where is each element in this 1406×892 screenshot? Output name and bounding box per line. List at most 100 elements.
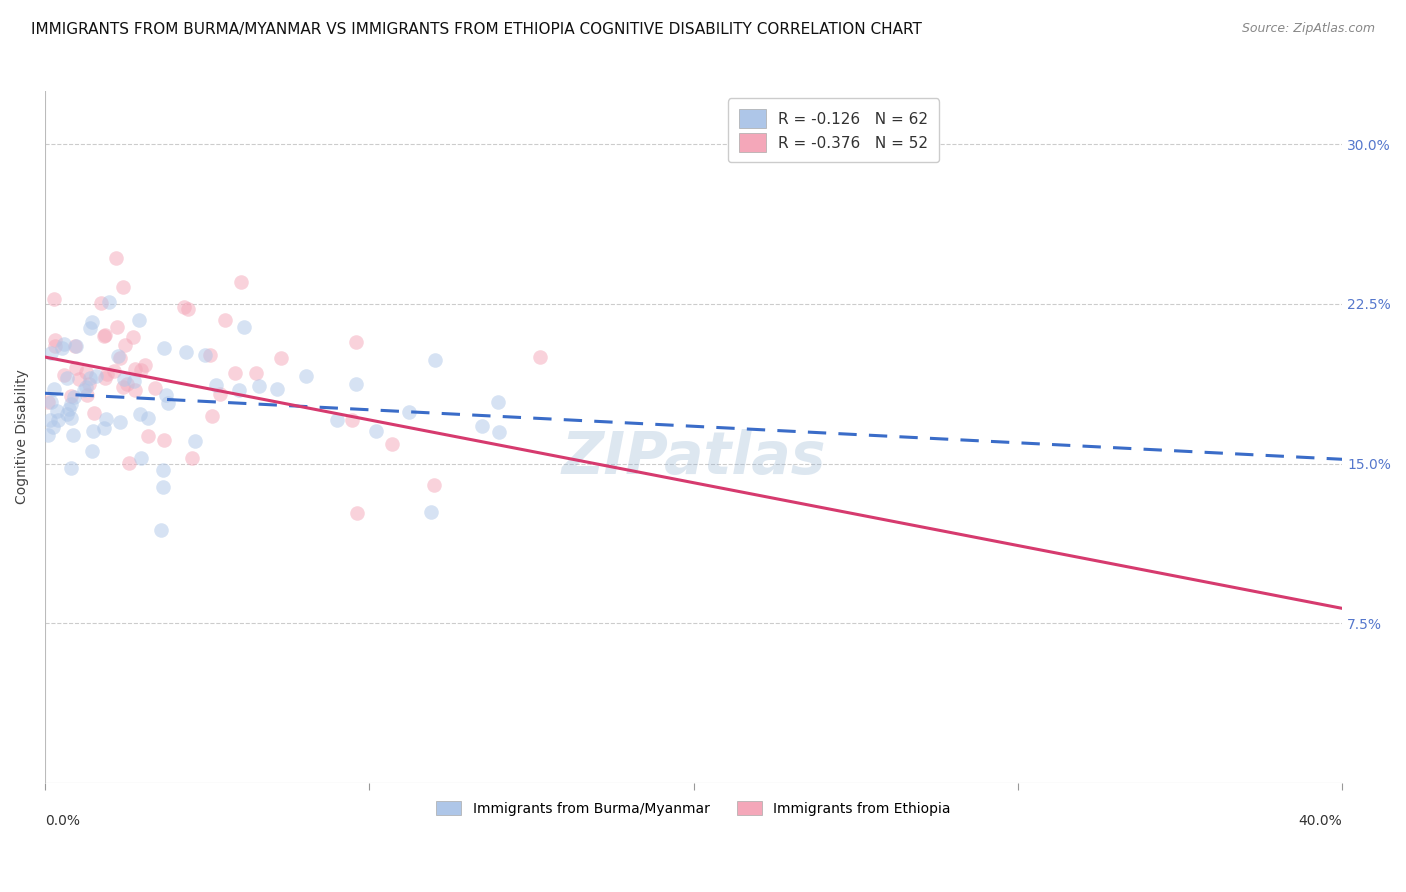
Point xyxy=(42,292,65,306)
Point xyxy=(488,425,510,439)
Point xyxy=(174,345,197,359)
Point xyxy=(103,364,125,378)
Point xyxy=(529,350,551,364)
Point xyxy=(60,460,83,475)
Text: 0.0%: 0.0% xyxy=(45,814,80,828)
Point xyxy=(96,367,118,381)
Point xyxy=(39,394,62,409)
Point xyxy=(90,296,112,310)
Point xyxy=(152,480,174,494)
Point xyxy=(181,450,204,465)
Point xyxy=(94,371,117,385)
Point xyxy=(398,404,420,418)
Point xyxy=(425,353,447,368)
Point xyxy=(84,368,107,383)
Point xyxy=(44,339,66,353)
Point xyxy=(108,351,131,365)
Point xyxy=(346,506,368,520)
Point xyxy=(114,338,136,352)
Point xyxy=(344,376,367,391)
Point xyxy=(105,251,128,265)
Point xyxy=(60,411,83,425)
Point xyxy=(156,396,179,410)
Point xyxy=(65,361,87,376)
Text: 40.0%: 40.0% xyxy=(1299,814,1343,828)
Point xyxy=(56,407,79,421)
Point xyxy=(94,412,117,426)
Point xyxy=(46,413,69,427)
Point xyxy=(198,348,221,362)
Point xyxy=(131,450,153,465)
Point xyxy=(270,351,292,365)
Point xyxy=(364,424,387,438)
Point xyxy=(112,380,135,394)
Point xyxy=(143,381,166,395)
Point xyxy=(233,319,256,334)
Point xyxy=(37,395,59,409)
Text: IMMIGRANTS FROM BURMA/MYANMAR VS IMMIGRANTS FROM ETHIOPIA COGNITIVE DISABILITY C: IMMIGRANTS FROM BURMA/MYANMAR VS IMMIGRA… xyxy=(31,22,922,37)
Point xyxy=(67,372,90,386)
Point xyxy=(118,456,141,470)
Point xyxy=(97,295,120,310)
Legend: Immigrants from Burma/Myanmar, Immigrants from Ethiopia: Immigrants from Burma/Myanmar, Immigrant… xyxy=(430,795,956,821)
Point xyxy=(381,436,404,450)
Point xyxy=(73,384,96,398)
Point xyxy=(112,280,135,294)
Point xyxy=(152,463,174,477)
Point xyxy=(77,377,100,392)
Point xyxy=(128,313,150,327)
Point xyxy=(56,371,79,385)
Point xyxy=(51,342,73,356)
Point xyxy=(423,478,446,492)
Point xyxy=(155,388,177,402)
Text: Source: ZipAtlas.com: Source: ZipAtlas.com xyxy=(1241,22,1375,36)
Point xyxy=(122,375,145,389)
Point xyxy=(110,415,132,429)
Point xyxy=(37,428,59,442)
Y-axis label: Cognitive Disability: Cognitive Disability xyxy=(15,369,30,504)
Point xyxy=(76,388,98,402)
Point xyxy=(80,443,103,458)
Point xyxy=(79,321,101,335)
Point xyxy=(58,402,80,417)
Point xyxy=(93,421,115,435)
Point xyxy=(245,366,267,380)
Point xyxy=(105,320,128,334)
Point xyxy=(121,330,143,344)
Point xyxy=(295,369,318,384)
Point xyxy=(344,335,367,350)
Point xyxy=(75,365,97,379)
Point xyxy=(486,394,509,409)
Point xyxy=(79,370,101,384)
Point xyxy=(42,382,65,396)
Point xyxy=(136,411,159,425)
Point xyxy=(42,420,65,434)
Point xyxy=(39,345,62,359)
Point xyxy=(129,363,152,377)
Point xyxy=(194,348,217,362)
Point xyxy=(209,387,232,401)
Point xyxy=(75,379,97,393)
Point xyxy=(59,389,82,403)
Point xyxy=(62,427,84,442)
Point xyxy=(107,350,129,364)
Point xyxy=(183,434,205,449)
Point xyxy=(224,366,246,380)
Point xyxy=(266,382,288,396)
Point xyxy=(94,328,117,343)
Point xyxy=(214,313,236,327)
Point xyxy=(115,376,138,391)
Point xyxy=(204,377,226,392)
Point xyxy=(83,406,105,420)
Point xyxy=(419,505,441,519)
Point xyxy=(60,397,83,411)
Point xyxy=(82,315,104,329)
Point xyxy=(44,333,66,347)
Point xyxy=(228,383,250,397)
Point xyxy=(124,362,146,376)
Point xyxy=(63,339,86,353)
Text: ZIPatlas: ZIPatlas xyxy=(561,429,825,486)
Point xyxy=(46,404,69,418)
Point xyxy=(342,413,364,427)
Point xyxy=(93,328,115,343)
